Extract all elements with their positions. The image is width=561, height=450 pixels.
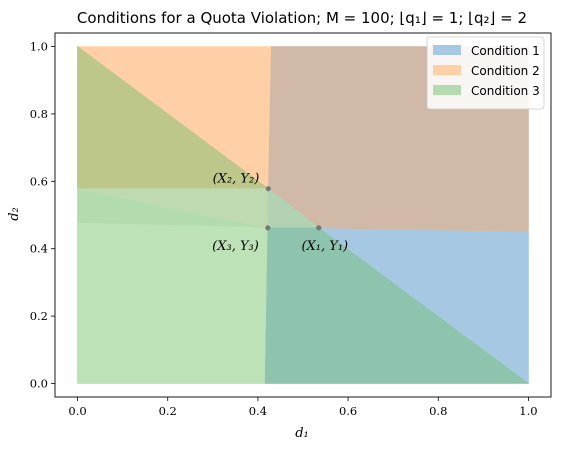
- x-tick-label: 0.8: [429, 404, 447, 418]
- region-overlap-8-0: [264, 227, 530, 384]
- y-tick-label: 0.0: [30, 377, 48, 391]
- legend-swatch: [433, 45, 461, 55]
- legend: Condition 1 Condition 2 Condition 3: [426, 36, 545, 110]
- point-marker: [265, 225, 271, 231]
- chart-title: Conditions for a Quota Violation; M = 10…: [77, 9, 527, 27]
- y-tick-label: 0.4: [30, 242, 48, 256]
- x-tick-label: 0.0: [68, 404, 86, 418]
- x-tick-label: 0.2: [159, 404, 177, 418]
- legend-label: Condition 1: [471, 44, 540, 58]
- x-tick-label: 1.0: [519, 404, 537, 418]
- y-tick-label: 0.8: [30, 107, 48, 121]
- point-label: (X₁, Y₁): [301, 239, 348, 254]
- x-tick-label: 0.6: [339, 404, 357, 418]
- y-axis-label: d₂: [7, 207, 22, 221]
- legend-swatch: [433, 85, 461, 95]
- marked-points: (X₂, Y₂) (X₃, Y₃) (X₁, Y₁): [212, 172, 348, 254]
- legend-swatch: [433, 65, 461, 75]
- y-tick-label: 0.2: [30, 309, 48, 323]
- y-tick-label: 0.6: [30, 174, 48, 188]
- point-label: (X₂, Y₂): [213, 172, 260, 187]
- point-label: (X₃, Y₃): [212, 239, 259, 254]
- x-axis: 0.0 0.2 0.4 0.6 0.8 1.0: [68, 397, 538, 418]
- y-axis: 0.0 0.2 0.4 0.6 0.8 1.0: [30, 39, 55, 391]
- x-tick-label: 0.4: [249, 404, 267, 418]
- legend-label: Condition 3: [471, 84, 540, 98]
- point-marker: [265, 186, 271, 192]
- axes-frame: [54, 32, 552, 398]
- legend-label: Condition 2: [471, 64, 540, 78]
- x-axis-label: d₁: [295, 426, 309, 441]
- y-tick-label: 1.0: [30, 39, 48, 53]
- point-marker: [316, 225, 322, 231]
